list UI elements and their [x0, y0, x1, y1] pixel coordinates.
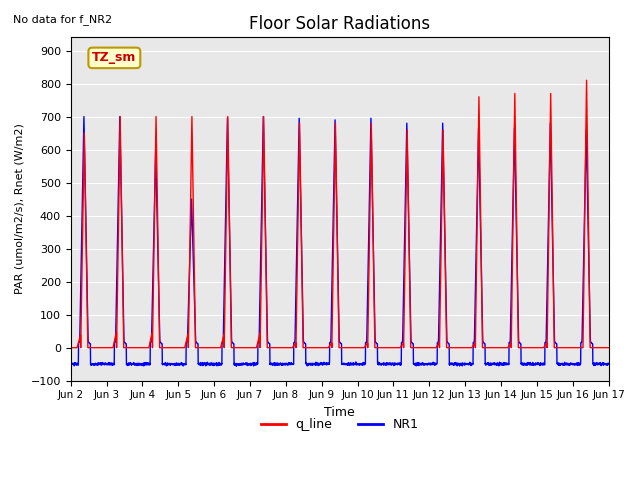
Title: Floor Solar Radiations: Floor Solar Radiations [249, 15, 430, 33]
NR1 [297, 192, 305, 198]
NR1 [67, 360, 74, 366]
q_line [583, 77, 591, 83]
Line: NR1: NR1 [70, 117, 609, 366]
q_line [595, 345, 602, 350]
q_line [128, 345, 136, 350]
Line: q_line: q_line [70, 80, 609, 348]
q_line [536, 345, 544, 350]
NR1 [605, 361, 612, 367]
NR1 [129, 361, 136, 367]
Legend: q_line, NR1: q_line, NR1 [256, 413, 424, 436]
NR1 [232, 363, 240, 369]
Text: TZ_sm: TZ_sm [92, 51, 136, 64]
Text: No data for f_NR2: No data for f_NR2 [13, 14, 112, 25]
q_line [273, 345, 281, 350]
NR1 [80, 114, 88, 120]
Y-axis label: PAR (umol/m2/s), Rnet (W/m2): PAR (umol/m2/s), Rnet (W/m2) [15, 123, 25, 294]
q_line [67, 345, 74, 350]
NR1 [536, 360, 544, 366]
NR1 [595, 361, 602, 367]
NR1 [160, 361, 168, 367]
X-axis label: Time: Time [324, 406, 355, 419]
q_line [605, 345, 612, 350]
NR1 [273, 360, 281, 366]
q_line [296, 165, 304, 171]
q_line [160, 345, 168, 350]
